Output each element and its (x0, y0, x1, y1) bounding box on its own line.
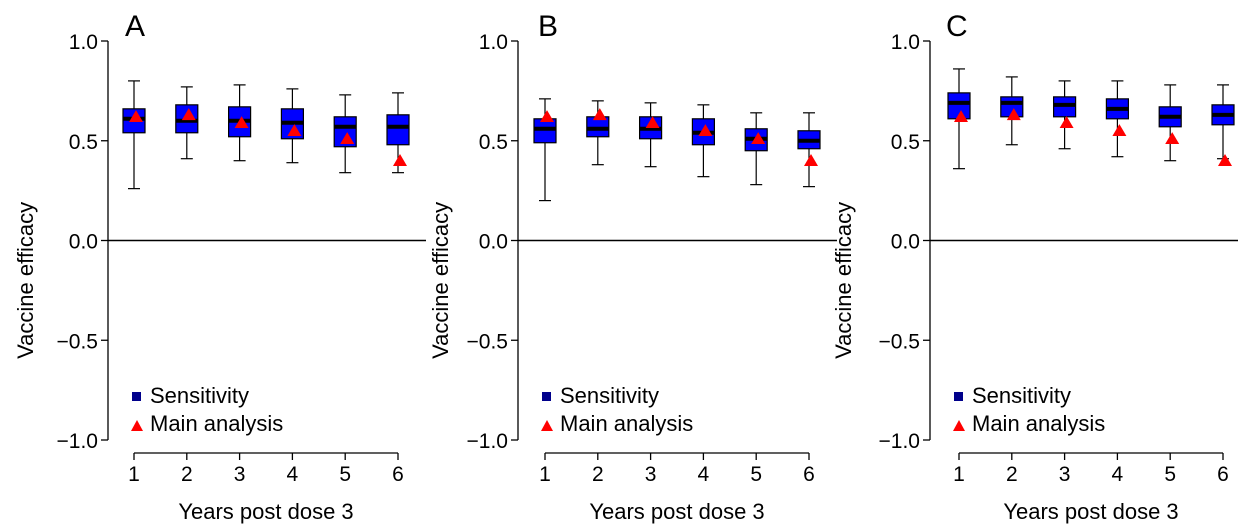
x-tick-label: 6 (392, 463, 404, 486)
box-year-2 (1000, 76, 1024, 146)
main-analysis-point (234, 116, 249, 129)
main-analysis-point (1218, 154, 1232, 166)
box-year-4 (691, 104, 716, 178)
x-tick-label: 1 (128, 463, 140, 486)
x-tick-label: 3 (645, 463, 657, 486)
box-year-4 (1105, 80, 1130, 158)
legend-sensitivity-label: Sensitivity (150, 383, 249, 408)
main-analysis-point (340, 132, 355, 145)
box-year-5 (333, 94, 357, 174)
x-tick-label: 4 (698, 463, 710, 486)
chart-panel-c: C −1.0 −0.5 0.0 0.5 1.0 Vaccine efficacy 1 2 3 4 5 6… (831, 10, 1238, 524)
x-axis-title: Years post dose 3 (178, 499, 353, 524)
legend-main-analysis-swatch (541, 420, 553, 431)
legend-sensitivity-swatch (954, 392, 963, 401)
main-analysis-point (1165, 132, 1180, 145)
y-tick-label: 0.0 (69, 231, 98, 254)
main-analysis-point (1006, 108, 1021, 121)
x-tick-label: 1 (953, 463, 965, 486)
y-tick-label: −0.5 (467, 330, 508, 353)
box-year-1 (122, 80, 146, 190)
main-analysis-point (1059, 116, 1074, 129)
y-tick-label: 1.0 (69, 31, 98, 54)
x-tick-label: 2 (1006, 463, 1018, 486)
y-axis-title: Vaccine efficacy (831, 202, 856, 359)
box-iqr (386, 114, 410, 146)
y-tick-label: 1.0 (479, 31, 508, 54)
legend-main-analysis-label: Main analysis (972, 411, 1105, 436)
x-tick-label: 6 (803, 463, 815, 486)
main-analysis-point (393, 154, 407, 166)
x-tick-label: 6 (1217, 463, 1229, 486)
x-tick-label: 1 (539, 463, 551, 486)
y-tick-label: 0.5 (479, 131, 508, 154)
main-analysis-point (129, 110, 143, 123)
main-analysis-point (698, 124, 713, 137)
legend-main-analysis-swatch (953, 420, 965, 431)
box-year-4 (280, 88, 304, 164)
x-tick-label: 5 (1164, 463, 1176, 486)
box-year-6 (386, 92, 410, 174)
x-tick-label: 3 (1059, 463, 1071, 486)
x-tick-label: 3 (234, 463, 246, 486)
x-tick-label: 4 (287, 463, 299, 486)
x-tick-label: 2 (181, 463, 193, 486)
main-analysis-point (540, 110, 554, 123)
legend: Sensitivity Main analysis (953, 383, 1105, 436)
box-year-1 (947, 68, 971, 170)
box-year-2 (175, 86, 199, 160)
box-year-2 (586, 100, 610, 166)
legend-sensitivity-swatch (132, 392, 141, 401)
y-tick-label: −0.5 (57, 330, 98, 353)
main-analysis-point (751, 132, 766, 145)
main-analysis-point (1112, 124, 1127, 137)
legend-sensitivity-label: Sensitivity (560, 383, 659, 408)
box-year-6 (1211, 84, 1235, 160)
y-axis-title: Vaccine efficacy (428, 202, 453, 359)
panel-label: B (538, 10, 558, 43)
chart-panel-b: B −1.0 −0.5 0.0 0.5 1.0 Vaccine efficacy 1 2 3 4 5 6… (428, 10, 837, 524)
y-tick-label: −1.0 (879, 430, 920, 453)
panel-label: A (125, 10, 145, 43)
x-tick-label: 4 (1112, 463, 1124, 486)
legend-main-analysis-label: Main analysis (560, 411, 693, 436)
box-year-5 (1158, 84, 1182, 162)
x-tick-label: 2 (592, 463, 604, 486)
y-tick-label: 0.5 (891, 131, 920, 154)
x-axis-title: Years post dose 3 (1003, 499, 1178, 524)
y-tick-label: 0.5 (69, 131, 98, 154)
main-analysis-point (804, 154, 818, 166)
legend-sensitivity-label: Sensitivity (972, 383, 1071, 408)
x-axis-title: Years post dose 3 (589, 499, 764, 524)
box-year-3 (1052, 80, 1077, 150)
main-analysis-point (181, 108, 196, 121)
y-axis-title: Vaccine efficacy (13, 202, 38, 359)
main-analysis-point (954, 110, 968, 123)
y-tick-label: −1.0 (467, 430, 508, 453)
chart-panel-a: A −1.0 −0.5 0.0 0.5 1.0 Vaccine efficacy 1 2 3 4 5 6… (13, 10, 426, 524)
legend-sensitivity-swatch (542, 392, 551, 401)
main-analysis-point (592, 108, 607, 121)
legend: Sensitivity Main analysis (131, 383, 283, 436)
y-tick-label: 0.0 (891, 231, 920, 254)
y-tick-label: 1.0 (891, 31, 920, 54)
x-tick-label: 5 (339, 463, 351, 486)
main-analysis-point (287, 124, 302, 137)
y-tick-label: −1.0 (57, 430, 98, 453)
y-tick-label: 0.0 (479, 231, 508, 254)
box-year-5 (744, 112, 768, 186)
panel-label: C (946, 10, 968, 43)
main-analysis-point (645, 116, 660, 129)
legend-main-analysis-label: Main analysis (150, 411, 283, 436)
y-tick-label: −0.5 (879, 330, 920, 353)
legend-main-analysis-swatch (131, 420, 143, 431)
legend: Sensitivity Main analysis (541, 383, 693, 436)
box-year-3 (638, 102, 663, 168)
box-year-6 (797, 112, 821, 188)
x-tick-label: 5 (750, 463, 762, 486)
